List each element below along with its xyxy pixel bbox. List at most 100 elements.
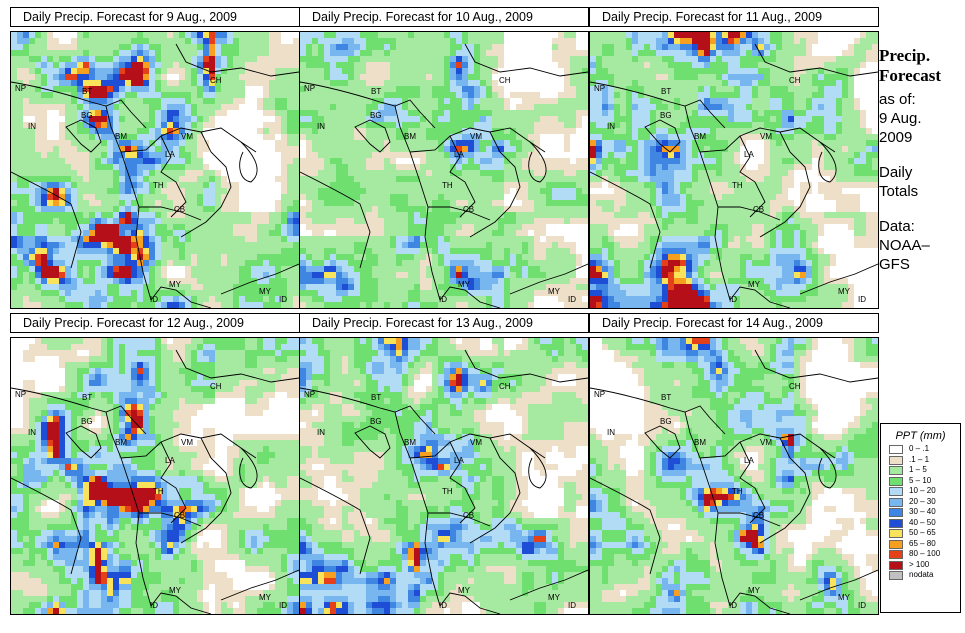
legend-entry: 5 – 10 — [889, 476, 960, 487]
country-label: MY — [259, 287, 272, 296]
sidebar-info: Precip. Forecast as of: 9 Aug. 2009 Dail… — [879, 46, 963, 274]
legend-label: 40 – 50 — [909, 517, 936, 527]
legend-swatch — [889, 445, 903, 454]
precip-map: NP BT BG IN BM CH VM LA TH CB MY ID MY ID — [589, 31, 879, 309]
precip-raster: NP BT BG IN BM CH VM LA TH CB MY ID MY ID — [300, 338, 588, 614]
totals-line1: Daily — [879, 164, 913, 181]
country-label: MY — [259, 593, 272, 602]
asof-date: 9 Aug. — [879, 110, 922, 127]
legend-entry: 30 – 40 — [889, 507, 960, 518]
country-label: CB — [753, 511, 764, 520]
country-label: MY — [548, 593, 561, 602]
country-label: ID — [439, 601, 447, 610]
legend-swatch — [889, 518, 903, 528]
country-label: MY — [748, 586, 761, 595]
country-label: MY — [169, 280, 182, 289]
data-source-model: GFS — [879, 256, 910, 273]
legend-swatch — [889, 560, 903, 570]
country-label: VM — [470, 438, 482, 447]
legend-entry: 40 – 50 — [889, 518, 960, 529]
legend-label: 30 – 40 — [909, 507, 936, 516]
country-label: BG — [370, 111, 382, 120]
country-label: IN — [317, 428, 325, 437]
country-label: NP — [15, 390, 26, 399]
forecast-panel: Daily Precip. Forecast for 12 Aug., 2009… — [10, 313, 300, 615]
legend-entry: > 100 — [889, 560, 960, 571]
country-label: LA — [744, 456, 754, 465]
forecast-panel: Daily Precip. Forecast for 9 Aug., 2009 N… — [10, 7, 300, 309]
country-label: BG — [81, 417, 93, 426]
legend-label: 65 – 80 — [909, 538, 936, 548]
country-label: NP — [594, 390, 605, 399]
country-label: ID — [729, 295, 737, 304]
country-label: MY — [458, 586, 471, 595]
legend-entry: .1 – 1 — [889, 455, 960, 466]
forecast-panel: Daily Precip. Forecast for 11 Aug., 2009… — [589, 7, 879, 309]
legend-label: 50 – 65 — [909, 528, 936, 537]
country-label: BG — [81, 111, 93, 120]
precip-map: NP BT BG IN BM CH VM LA TH CB MY ID MY ID — [10, 337, 300, 615]
legend-label: > 100 — [909, 559, 930, 569]
country-label: NP — [304, 84, 315, 93]
country-label: TH — [153, 181, 164, 190]
legend-label: 5 – 10 — [909, 475, 932, 485]
country-label: TH — [442, 181, 453, 190]
country-label: NP — [594, 84, 605, 93]
precip-map: NP BT BG IN BM CH VM LA TH CB MY ID MY ID — [589, 337, 879, 615]
legend-entry: nodata — [889, 570, 960, 581]
country-label: CH — [789, 382, 801, 391]
country-label: IN — [317, 122, 325, 131]
panel-title: Daily Precip. Forecast for 10 Aug., 2009 — [299, 7, 589, 27]
country-label: BT — [661, 393, 671, 402]
country-label: MY — [169, 586, 182, 595]
country-label: IN — [28, 122, 36, 131]
sidebar-title-line1: Precip. — [879, 46, 931, 65]
country-label: ID — [858, 295, 866, 304]
legend-label: 0 – .1 — [909, 444, 930, 453]
country-label: MY — [548, 287, 561, 296]
country-label: IN — [607, 428, 615, 437]
precip-raster: NP BT BG IN BM CH VM LA TH CB MY ID MY ID — [11, 32, 299, 308]
legend-entry: 0 – .1 — [889, 444, 960, 455]
country-label: ID — [439, 295, 447, 304]
country-label: CH — [499, 382, 511, 391]
country-label: BM — [115, 438, 127, 447]
country-label: VM — [760, 132, 772, 141]
legend-swatch — [889, 497, 903, 507]
country-label: TH — [732, 181, 743, 190]
country-label: LA — [744, 150, 754, 159]
legend-swatch — [889, 529, 903, 538]
panel-title: Daily Precip. Forecast for 14 Aug., 2009 — [589, 313, 879, 333]
country-label: LA — [165, 456, 175, 465]
legend-entry: 50 – 65 — [889, 528, 960, 539]
totals-line2: Totals — [879, 183, 919, 200]
precip-raster: NP BT BG IN BM CH VM LA TH CB MY ID MY ID — [11, 338, 299, 614]
country-label: BG — [660, 417, 672, 426]
forecast-panel: Daily Precip. Forecast for 10 Aug., 2009… — [299, 7, 589, 309]
precip-map: NP BT BG IN BM CH VM LA TH CB MY ID MY ID — [10, 31, 300, 309]
country-label: CB — [463, 511, 474, 520]
precip-raster: NP BT BG IN BM CH VM LA TH CB MY ID MY ID — [590, 32, 878, 308]
panel-title: Daily Precip. Forecast for 12 Aug., 2009 — [10, 313, 300, 333]
country-label: ID — [150, 601, 158, 610]
country-label: CB — [463, 205, 474, 214]
country-label: CH — [499, 76, 511, 85]
legend-swatch — [889, 455, 903, 465]
country-label: LA — [454, 456, 464, 465]
precip-map: NP BT BG IN BM CH VM LA TH CB MY ID MY ID — [299, 31, 589, 309]
country-label: NP — [304, 390, 315, 399]
legend-entry: 65 – 80 — [889, 539, 960, 550]
panel-title: Daily Precip. Forecast for 11 Aug., 2009 — [589, 7, 879, 27]
country-label: IN — [28, 428, 36, 437]
legend-label: 80 – 100 — [909, 549, 941, 558]
country-label: BM — [404, 132, 416, 141]
country-label: LA — [454, 150, 464, 159]
legend-entry: 1 – 5 — [889, 465, 960, 476]
data-source-name: NOAA– — [879, 237, 930, 254]
legend-swatch — [889, 476, 903, 486]
country-label: CH — [210, 382, 222, 391]
panel-title: Daily Precip. Forecast for 13 Aug., 2009 — [299, 313, 589, 333]
country-label: CB — [753, 205, 764, 214]
country-label: BT — [371, 87, 381, 96]
